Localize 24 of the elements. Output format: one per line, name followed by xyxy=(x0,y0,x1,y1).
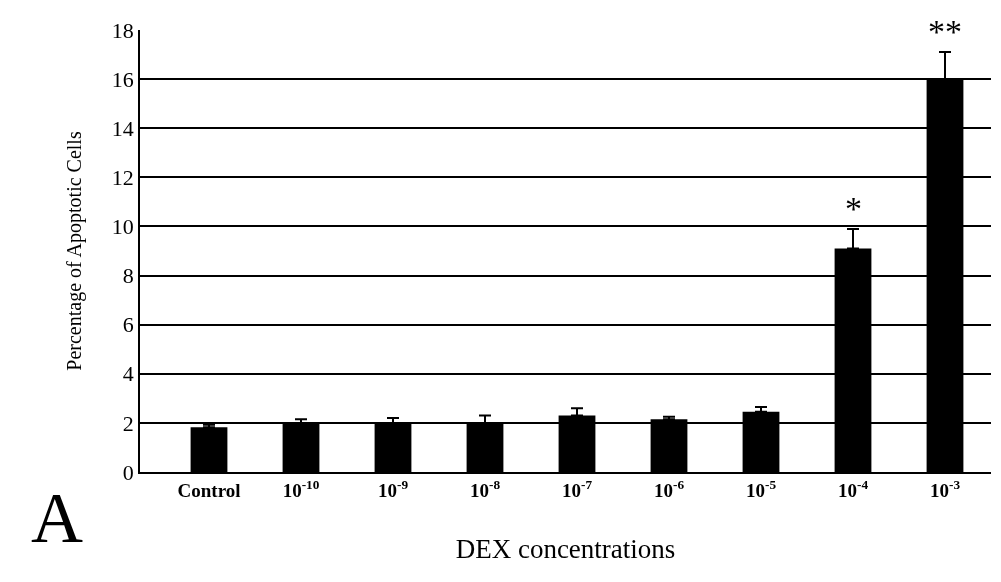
x-tick-label: 10$^{-7}$ xyxy=(561,476,593,501)
y-tick-label: 8 xyxy=(122,263,134,289)
y-tick-label: 10 xyxy=(111,214,134,240)
y-tick-label: 16 xyxy=(111,66,134,92)
y-axis-title: Percentage of Apoptotic Cells xyxy=(62,131,86,371)
y-tick-label: 4 xyxy=(122,361,134,387)
x-tick-label: 10$^{-9}$ xyxy=(377,476,409,501)
x-tick-label: 10$^{-10}$ xyxy=(282,476,320,501)
y-tick-label: 14 xyxy=(111,115,134,141)
x-tick-label: 10$^{-6}$ xyxy=(653,476,685,501)
x-tick-label: 10$^{-3}$ xyxy=(929,476,961,501)
y-tick-label: 18 xyxy=(111,17,134,43)
x-axis-title: DEX concentrations xyxy=(455,534,676,565)
y-tick-label: 2 xyxy=(122,410,134,436)
y-tick-label: 12 xyxy=(111,165,134,191)
y-tick-label: 6 xyxy=(122,312,134,338)
x-tick-label: Control xyxy=(177,479,241,501)
annotation: * xyxy=(845,190,862,227)
x-tick-label: 10$^{-4}$ xyxy=(837,476,869,501)
text: A xyxy=(31,478,83,558)
x-tick-label: 10$^{-5}$ xyxy=(745,476,777,501)
x-tick-label: 10$^{-8}$ xyxy=(469,476,501,501)
annotation: ** xyxy=(928,13,962,50)
y-tick-label: 0 xyxy=(122,459,134,485)
